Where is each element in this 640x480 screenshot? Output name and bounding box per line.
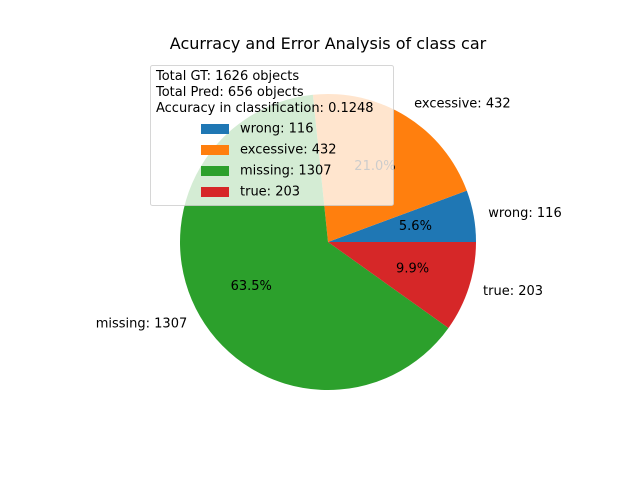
slice-label: true: 203 [483,284,543,299]
legend-header-line: Accuracy in classification: 0.1248 [156,101,374,116]
legend-entry-label: excessive: 432 [240,143,337,158]
slice-percent-label: 63.5% [231,279,272,294]
slice-percent-label: 9.9% [396,262,429,277]
legend-entries: wrong: 116 excessive: 432 missing: 1307 tru… [201,122,337,200]
legend-entry-label: true: 203 [240,185,300,200]
pie-slice [328,190,476,242]
legend: Total GT: 1626 objects Total Pred: 656 o… [150,65,394,206]
legend-swatch [201,187,229,197]
legend-entry-label: wrong: 116 [240,122,313,137]
legend-header-line: Total Pred: 656 objects [155,85,304,100]
slice-labels: wrong: 116 excessive: 432 missing: 1307 tru… [96,96,562,331]
chart-title: Acurracy and Error Analysis of class car [170,34,487,53]
slice-label: missing: 1307 [96,316,188,331]
legend-header-line: Total GT: 1626 objects [155,69,299,84]
slice-label: excessive: 432 [414,96,511,111]
legend-entry-label: missing: 1307 [240,164,332,179]
legend-swatch [201,124,229,134]
legend-swatch [201,145,229,155]
slice-label: wrong: 116 [488,206,561,221]
legend-swatch [201,166,229,176]
pie-slice [328,242,476,328]
slice-percent-label: 5.6% [399,219,432,234]
